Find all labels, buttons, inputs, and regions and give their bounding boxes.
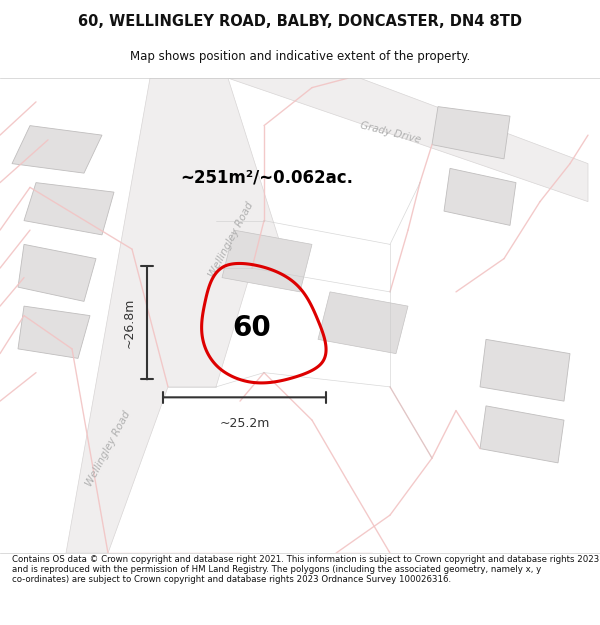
- Polygon shape: [444, 168, 516, 226]
- Polygon shape: [66, 78, 288, 553]
- Text: Contains OS data © Crown copyright and database right 2021. This information is : Contains OS data © Crown copyright and d…: [12, 554, 599, 584]
- Text: Wellingley Road: Wellingley Road: [84, 409, 132, 488]
- Polygon shape: [318, 292, 408, 354]
- Text: Grady Drive: Grady Drive: [359, 121, 421, 145]
- Polygon shape: [480, 339, 570, 401]
- Polygon shape: [480, 406, 564, 463]
- Text: 60, WELLINGLEY ROAD, BALBY, DONCASTER, DN4 8TD: 60, WELLINGLEY ROAD, BALBY, DONCASTER, D…: [78, 14, 522, 29]
- Polygon shape: [18, 306, 90, 358]
- Polygon shape: [222, 230, 312, 292]
- Text: ~251m²/~0.062ac.: ~251m²/~0.062ac.: [180, 169, 353, 187]
- Polygon shape: [24, 182, 114, 235]
- Polygon shape: [432, 107, 510, 159]
- Polygon shape: [228, 78, 588, 202]
- Text: ~26.8m: ~26.8m: [122, 298, 136, 348]
- Polygon shape: [18, 244, 96, 301]
- Text: Map shows position and indicative extent of the property.: Map shows position and indicative extent…: [130, 50, 470, 62]
- Text: 60: 60: [233, 314, 271, 341]
- Text: Wellingley Road: Wellingley Road: [207, 200, 255, 279]
- Polygon shape: [12, 126, 102, 173]
- Text: ~25.2m: ~25.2m: [220, 417, 269, 430]
